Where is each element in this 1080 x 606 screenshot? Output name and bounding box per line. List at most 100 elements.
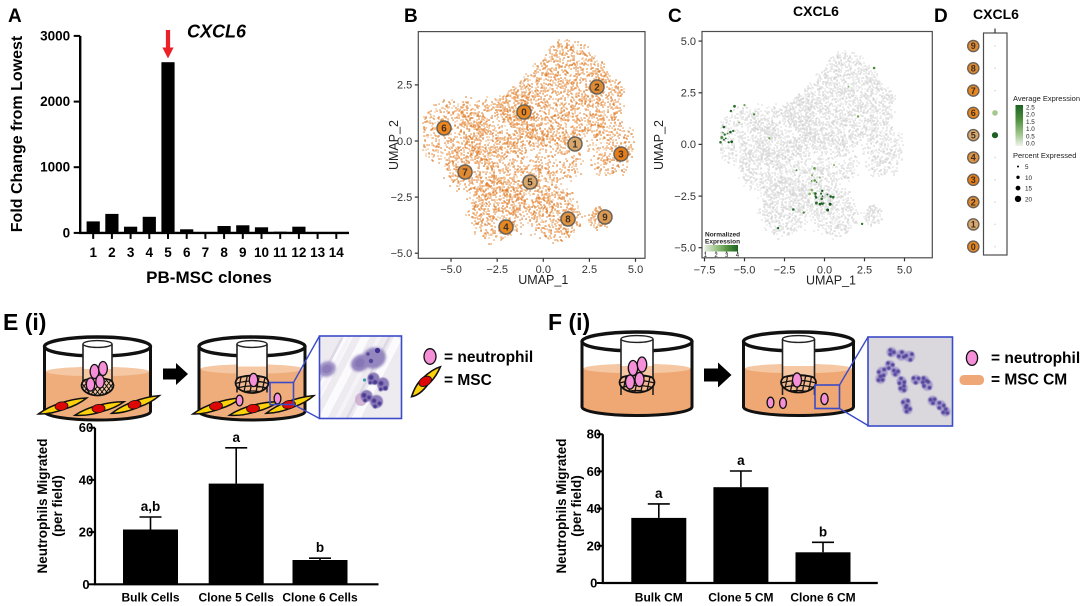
svg-text:a: a [737, 453, 745, 468]
svg-text:2.5: 2.5 [681, 88, 696, 100]
svg-text:−2.5: −2.5 [674, 191, 696, 203]
svg-text:2: 2 [108, 245, 116, 260]
svg-text:0: 0 [590, 576, 597, 591]
svg-text:b: b [819, 524, 827, 539]
svg-text:0: 0 [521, 108, 527, 119]
svg-text:13: 13 [310, 245, 326, 260]
svg-text:6: 6 [441, 124, 447, 135]
svg-text:5.0: 5.0 [897, 264, 912, 276]
svg-text:−5.0: −5.0 [734, 264, 756, 276]
svg-text:Fold Change from Lowest: Fold Change from Lowest [9, 35, 26, 232]
svg-text:2.5: 2.5 [1026, 105, 1035, 112]
svg-text:9: 9 [971, 41, 976, 51]
svg-text:−5.0: −5.0 [674, 243, 696, 255]
svg-text:60: 60 [79, 420, 93, 435]
svg-text:a,b: a,b [141, 499, 161, 514]
svg-text:3: 3 [725, 253, 729, 259]
svg-text:Normalized: Normalized [705, 232, 740, 239]
svg-text:7: 7 [202, 245, 210, 260]
svg-text:5: 5 [164, 245, 172, 260]
svg-text:= neutrophil: = neutrophil [444, 349, 533, 366]
svg-text:−7.5: −7.5 [694, 264, 716, 276]
svg-text:0: 0 [82, 577, 89, 592]
svg-text:−5.0: −5.0 [391, 248, 413, 260]
svg-text:5.0: 5.0 [628, 264, 643, 276]
svg-text:UMAP_1: UMAP_1 [806, 274, 856, 288]
svg-text:10: 10 [254, 245, 269, 260]
svg-text:80: 80 [587, 427, 601, 442]
svg-text:2.5: 2.5 [857, 264, 872, 276]
svg-text:= MSC: = MSC [444, 372, 492, 389]
svg-text:20: 20 [1025, 196, 1033, 203]
svg-text:5: 5 [527, 178, 533, 189]
svg-text:CXCL6: CXCL6 [793, 3, 839, 19]
svg-text:0.0: 0.0 [1026, 141, 1035, 148]
svg-text:F (i): F (i) [548, 309, 590, 335]
svg-text:10: 10 [1025, 175, 1033, 182]
svg-text:2.5: 2.5 [397, 80, 412, 92]
svg-text:a: a [232, 430, 240, 445]
svg-text:b: b [316, 540, 324, 555]
svg-text:−5.0: −5.0 [440, 264, 462, 276]
svg-text:1: 1 [971, 220, 976, 230]
svg-text:4: 4 [146, 245, 154, 260]
svg-text:1: 1 [572, 140, 578, 151]
svg-text:Bulk CM: Bulk CM [635, 591, 683, 605]
svg-text:5.0: 5.0 [681, 36, 696, 48]
svg-text:0: 0 [63, 225, 71, 240]
svg-text:40: 40 [587, 501, 601, 516]
svg-text:2.5: 2.5 [582, 264, 597, 276]
svg-text:Bulk Cells: Bulk Cells [121, 591, 179, 605]
svg-text:8: 8 [220, 245, 228, 260]
svg-text:CXCL6: CXCL6 [187, 22, 247, 42]
svg-text:0.5: 0.5 [1026, 133, 1035, 140]
svg-text:3000: 3000 [40, 28, 70, 43]
svg-text:Neutrophils Migrated: Neutrophils Migrated [554, 438, 569, 573]
svg-text:2: 2 [714, 253, 718, 259]
svg-text:Clone 6 CM: Clone 6 CM [790, 591, 855, 605]
svg-text:8: 8 [971, 64, 976, 74]
svg-text:0.0: 0.0 [681, 139, 696, 151]
svg-text:Percent Expressed: Percent Expressed [1013, 151, 1076, 160]
svg-text:40: 40 [79, 472, 93, 487]
svg-text:−2.5: −2.5 [486, 264, 508, 276]
svg-text:20: 20 [587, 538, 601, 553]
svg-text:0: 0 [971, 242, 976, 252]
svg-text:6: 6 [971, 108, 976, 118]
svg-text:7: 7 [462, 168, 468, 179]
svg-text:Neutrophils Migrated: Neutrophils Migrated [35, 438, 50, 573]
svg-text:20: 20 [79, 525, 93, 540]
svg-text:7: 7 [971, 86, 976, 96]
svg-text:1.5: 1.5 [1026, 119, 1035, 126]
svg-text:4: 4 [971, 153, 976, 163]
svg-text:UMAP_2: UMAP_2 [387, 120, 401, 170]
svg-text:D: D [934, 6, 948, 27]
svg-text:B: B [404, 6, 418, 27]
svg-text:5: 5 [971, 130, 976, 140]
svg-text:5: 5 [1025, 164, 1029, 171]
svg-text:Clone 5 Cells: Clone 5 Cells [199, 591, 275, 605]
svg-text:CXCL6: CXCL6 [973, 6, 1019, 22]
svg-text:E (i): E (i) [3, 309, 46, 335]
svg-text:1: 1 [89, 245, 97, 260]
svg-text:Average Expression: Average Expression [1013, 94, 1080, 103]
svg-text:1: 1 [704, 253, 708, 259]
svg-text:11: 11 [273, 245, 288, 260]
svg-text:2.0: 2.0 [1026, 112, 1035, 119]
svg-text:UMAP_2: UMAP_2 [652, 120, 666, 170]
svg-text:9: 9 [602, 213, 608, 224]
svg-text:Expression: Expression [705, 239, 740, 246]
svg-text:3: 3 [971, 175, 976, 185]
svg-text:(per field): (per field) [50, 475, 65, 537]
svg-text:2000: 2000 [40, 94, 70, 109]
svg-text:8: 8 [565, 215, 571, 226]
svg-text:0.0: 0.0 [397, 136, 412, 148]
svg-text:A: A [8, 6, 22, 27]
svg-text:15: 15 [1025, 186, 1033, 193]
svg-text:2: 2 [971, 197, 976, 207]
svg-text:3: 3 [127, 245, 135, 260]
svg-text:9: 9 [239, 245, 247, 260]
svg-text:14: 14 [329, 245, 345, 260]
svg-text:0.0: 0.0 [817, 264, 832, 276]
svg-text:= MSC CM: = MSC CM [991, 372, 1067, 389]
